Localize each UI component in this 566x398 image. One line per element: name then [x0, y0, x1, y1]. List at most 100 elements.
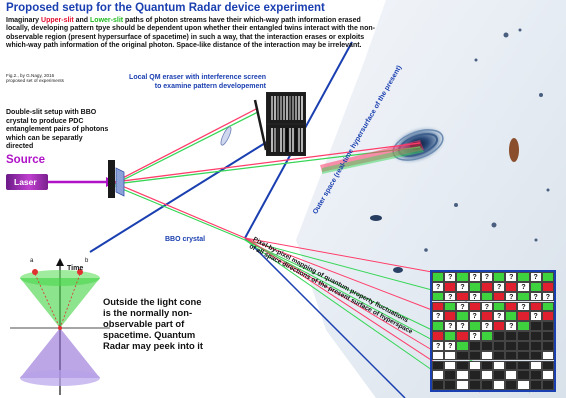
grid-cell: ?	[493, 281, 506, 292]
grid-cell	[529, 370, 542, 381]
double-slit	[108, 160, 115, 198]
grid-cell	[493, 331, 506, 341]
grid-cell: ?	[541, 291, 554, 302]
grid-cell	[468, 350, 481, 361]
grid-cell	[541, 360, 554, 371]
grid-cell	[444, 281, 457, 292]
grid-cell: ?	[480, 301, 493, 312]
eraser-screen	[253, 99, 268, 151]
grid-cell	[480, 370, 493, 381]
figure-reference: Fig.2., by G.Nagy, 2016 proposed set of …	[6, 73, 64, 84]
bbo-crystal	[115, 167, 125, 197]
grid-cell	[456, 380, 469, 390]
grid-cell	[517, 340, 530, 351]
grid-cell	[444, 311, 457, 322]
grid-cell	[505, 370, 518, 381]
grid-cell	[493, 272, 506, 282]
grid-cell	[529, 380, 542, 390]
grid-cell	[432, 291, 445, 302]
source-label: Source	[6, 154, 45, 166]
grid-cell: ?	[517, 301, 530, 312]
grid-cell	[517, 291, 530, 302]
grid-cell: ?	[444, 340, 457, 351]
grid-cell	[541, 331, 554, 341]
grid-cell	[505, 281, 518, 292]
grid-cell	[493, 380, 506, 390]
laser-label: Laser	[14, 177, 37, 187]
grid-cell	[432, 301, 445, 312]
lower-slit-label: Lower-slit	[90, 17, 124, 24]
grid-cell	[432, 272, 445, 282]
interference-screen-pattern-1	[266, 92, 306, 124]
grid-cell	[456, 370, 469, 381]
grid-cell	[493, 321, 506, 331]
grid-cell	[468, 380, 481, 390]
grid-cell	[444, 301, 457, 312]
grid-cell	[517, 331, 530, 341]
grid-cell	[505, 350, 518, 361]
grid-cell	[456, 360, 469, 371]
grid-cell: ?	[444, 291, 457, 302]
grid-cell	[493, 350, 506, 361]
light-cone-diagram	[10, 258, 110, 395]
beams-to-eraser	[114, 107, 259, 185]
grid-cell	[541, 281, 554, 292]
grid-cell	[444, 370, 457, 381]
grid-cell	[505, 380, 518, 390]
grid-cell	[529, 281, 542, 292]
grid-cell	[432, 350, 445, 361]
grid-cell: ?	[505, 291, 518, 302]
bbo-crystal-label: BBO crystal	[165, 236, 206, 243]
light-cone-description: Outside the light cone is the normally n…	[103, 296, 204, 352]
grid-cell	[468, 360, 481, 371]
grid-cell	[444, 380, 457, 390]
grid-cell	[529, 340, 542, 351]
grid-cell	[529, 331, 542, 341]
grid-cell: ?	[517, 281, 530, 292]
grid-cell	[456, 311, 469, 322]
interference-screen-pattern-2	[266, 124, 306, 156]
pixel-mapping-grid: ????????????????????????????	[430, 270, 556, 392]
grid-cell	[432, 331, 445, 341]
grid-cell	[517, 321, 530, 331]
intro-paragraph: Imaginary Upper-slit and Lower-slit path…	[6, 17, 375, 49]
grid-cell: ?	[468, 331, 481, 341]
upper-slit-label: Upper-slit	[41, 17, 74, 24]
grid-cell	[480, 281, 493, 292]
grid-cell	[529, 301, 542, 312]
grid-cell	[444, 360, 457, 371]
grid-cell	[541, 370, 554, 381]
grid-cell	[529, 350, 542, 361]
grid-cell	[505, 311, 518, 322]
diagram-title: Proposed setup for the Quantum Radar dev…	[6, 2, 325, 14]
grid-cell	[541, 340, 554, 351]
grid-cell	[480, 291, 493, 302]
grid-cell	[529, 360, 542, 371]
grid-cell	[456, 291, 469, 302]
grid-cell	[468, 301, 481, 312]
grid-cell	[505, 301, 518, 312]
grid-cell	[541, 321, 554, 331]
grid-cell: ?	[505, 272, 518, 282]
grid-cell	[517, 350, 530, 361]
grid-cell	[480, 380, 493, 390]
grid-cell	[493, 370, 506, 381]
cone-point-a-label: a	[30, 258, 34, 264]
grid-cell	[480, 350, 493, 361]
qm-eraser-label: Local QM eraser with interference screen…	[129, 74, 266, 90]
grid-cell	[541, 350, 554, 361]
grid-cell	[480, 331, 493, 341]
grid-cell	[480, 311, 493, 322]
stars	[370, 28, 550, 302]
grid-cell	[432, 360, 445, 371]
grid-cell	[505, 340, 518, 351]
grid-cell	[493, 360, 506, 371]
grid-cell	[444, 350, 457, 361]
grid-cell: ?	[468, 291, 481, 302]
grid-cell: ?	[456, 321, 469, 331]
grid-cell	[456, 272, 469, 282]
grid-cell	[432, 370, 445, 381]
grid-cell: ?	[529, 272, 542, 282]
time-axis-label: Time	[67, 265, 84, 272]
grid-cell: ?	[468, 272, 481, 282]
